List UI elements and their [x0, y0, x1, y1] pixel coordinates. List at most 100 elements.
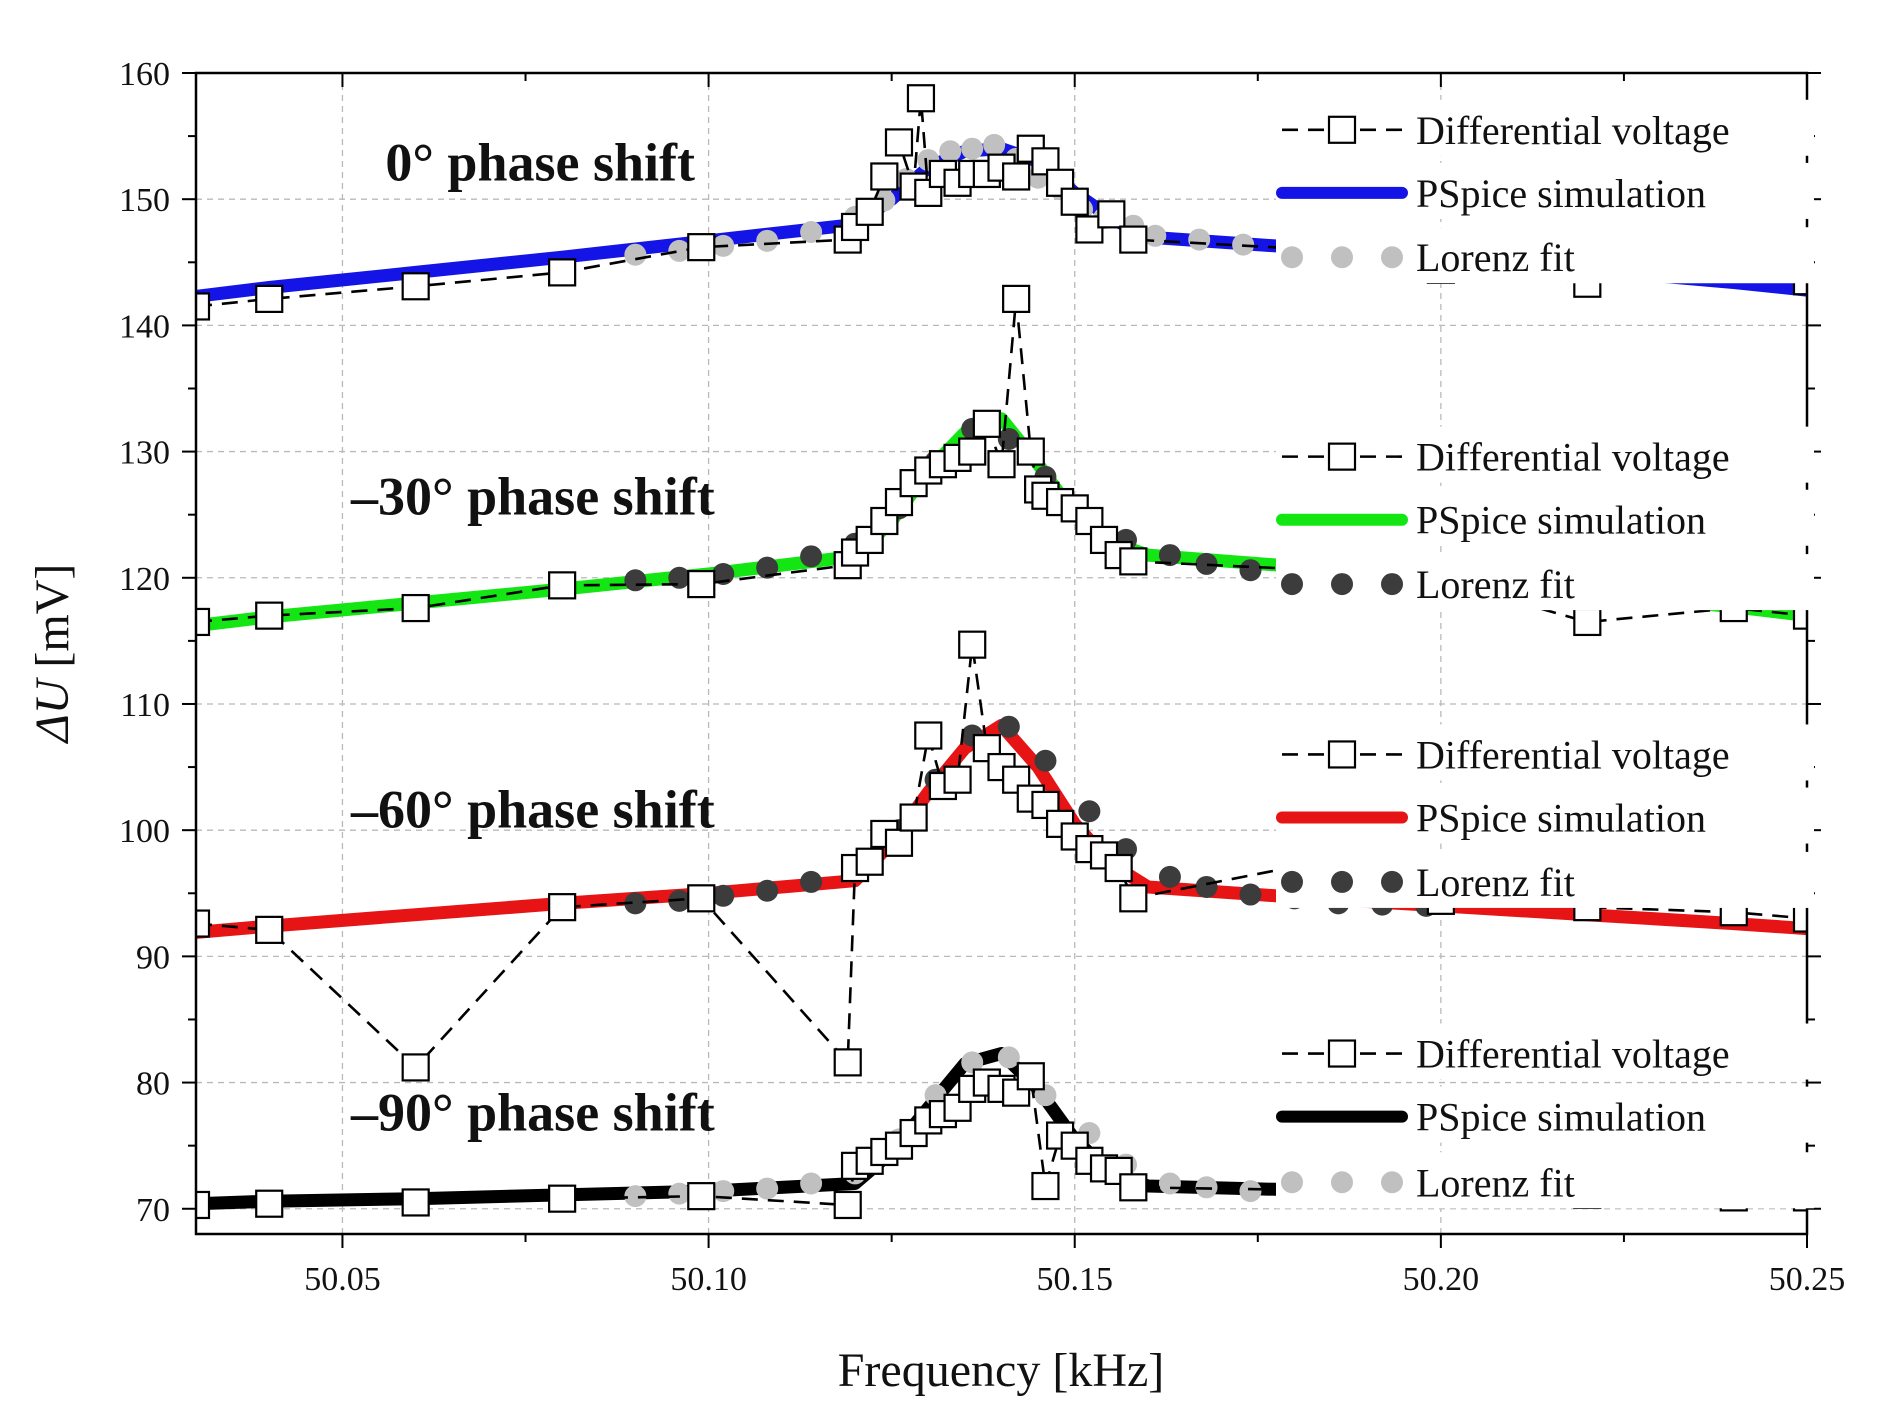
differential-point [833, 1048, 862, 1077]
lorenz-point [983, 133, 1006, 156]
legend-bg [1276, 724, 1814, 781]
annotations: 0° phase shift –30° phase shift –60° phase… [350, 132, 715, 1142]
differential-point [196, 909, 211, 938]
x-tick-label: 50.25 [1769, 1261, 1846, 1298]
differential-point [1119, 884, 1148, 913]
legend-fit-label: Lorenz fit [1416, 562, 1575, 607]
y-tick-label: 160 [119, 56, 170, 93]
differential-point [401, 1188, 430, 1217]
y-axis-title: ΔU [mV] [26, 564, 79, 745]
differential-point [1104, 853, 1133, 883]
y-tick-label: 120 [119, 561, 170, 598]
legend-diff-label: Differential voltage [1416, 732, 1730, 777]
differential-point [884, 828, 914, 857]
differential-point [196, 292, 211, 321]
legend-sim-label: PSpice simulation [1416, 1095, 1706, 1140]
differential-point [401, 272, 430, 301]
differential-point [548, 258, 577, 287]
differential-point [255, 1189, 284, 1218]
differential-point [1792, 904, 1807, 933]
differential-point [884, 128, 914, 157]
y-tick-label: 100 [119, 813, 170, 850]
lorenz-point [997, 715, 1020, 738]
differential-point [987, 450, 1016, 479]
differential-point [943, 765, 972, 794]
legend-fit-marker [1381, 246, 1403, 269]
differential-point [833, 1190, 862, 1220]
differential-point [870, 506, 899, 536]
legend-fit-marker [1381, 1171, 1403, 1194]
legend-fit-label: Lorenz fit [1416, 235, 1575, 280]
legend-fit-label: Lorenz fit [1416, 1160, 1575, 1205]
lorenz-point [800, 1172, 823, 1195]
differential-point [1016, 437, 1045, 466]
lorenz-point [1239, 1180, 1262, 1203]
legend-fit-marker [1381, 573, 1403, 596]
x-tick-label: 50.20 [1403, 1261, 1480, 1298]
differential-point [687, 233, 716, 262]
legends: Differential voltage PSpice simulation Lor… [1276, 99, 1814, 1209]
differential-point [401, 1053, 430, 1082]
lorenz-point [1144, 224, 1167, 247]
legend-bg [1276, 554, 1814, 611]
legend-diff-label: Differential voltage [1416, 1032, 1730, 1077]
differential-point [914, 721, 943, 750]
lorenz-point [1158, 1172, 1181, 1195]
differential-point [548, 1184, 577, 1213]
plot-frame [194, 71, 1809, 1236]
differential-point [255, 284, 284, 313]
legend-bg [1276, 1152, 1814, 1209]
y-tick-label: 130 [119, 435, 170, 472]
legend-diff-marker [1327, 115, 1357, 144]
legend-fit-marker [1331, 870, 1353, 893]
differential-point [1119, 225, 1148, 254]
differential-point [870, 162, 899, 191]
x-axis-title: Frequency [kHz] [838, 1344, 1165, 1397]
differential-point [855, 197, 884, 226]
phase-shift-label: –60° phase shift [350, 780, 715, 840]
phase-shift-label: 0° phase shift [385, 132, 695, 192]
lorenz-point [939, 140, 962, 163]
lorenz-point [800, 870, 823, 893]
legend-bg [1276, 426, 1814, 483]
legend-diff-label: Differential voltage [1416, 435, 1730, 480]
differential-point [401, 593, 430, 623]
lorenz-point [1158, 865, 1181, 888]
legend-diff-marker [1327, 442, 1357, 471]
lorenz-point [800, 221, 823, 244]
differential-point [1002, 162, 1031, 191]
differential-point [1060, 187, 1089, 216]
y-tick-label: 70 [136, 1192, 170, 1229]
phase-shift-label: –90° phase shift [350, 1083, 715, 1143]
lorenz-point [624, 1185, 647, 1208]
legend-fit-marker [1281, 573, 1303, 596]
differential-point [196, 1190, 211, 1220]
differential-point [958, 630, 987, 659]
lorenz-point [1195, 552, 1218, 575]
differential-point [255, 601, 284, 630]
legend-fit-marker [1281, 1171, 1303, 1194]
legend-fit-marker [1331, 1171, 1353, 1194]
differential-point [958, 437, 987, 466]
lorenz-point [1239, 883, 1262, 906]
lorenz-point [624, 892, 647, 915]
legend-bg [1276, 227, 1814, 284]
differential-point [943, 1093, 972, 1122]
differential-point [972, 409, 1001, 438]
differential-point [255, 915, 284, 944]
legend-bg [1276, 851, 1814, 908]
legend-bg [1276, 99, 1814, 156]
legend-3: Differential voltage PSpice simulation Lor… [1276, 1023, 1814, 1209]
legend-diff-marker [1327, 740, 1357, 769]
lorenz-point [756, 229, 779, 252]
differential-point [1573, 607, 1602, 637]
legend-sim-label: PSpice simulation [1416, 171, 1706, 216]
y-axis-unit: [mV] [26, 564, 79, 668]
axes: 50.05 50.10 50.15 50.20 50.25 70 80 90 100 110 120… [119, 56, 1845, 1298]
lorenz-point [961, 1051, 984, 1074]
legend-fit-label: Lorenz fit [1416, 860, 1575, 905]
lorenz-point [624, 569, 647, 592]
y-tick-label: 110 [120, 687, 170, 724]
lorenz-point [712, 884, 735, 907]
